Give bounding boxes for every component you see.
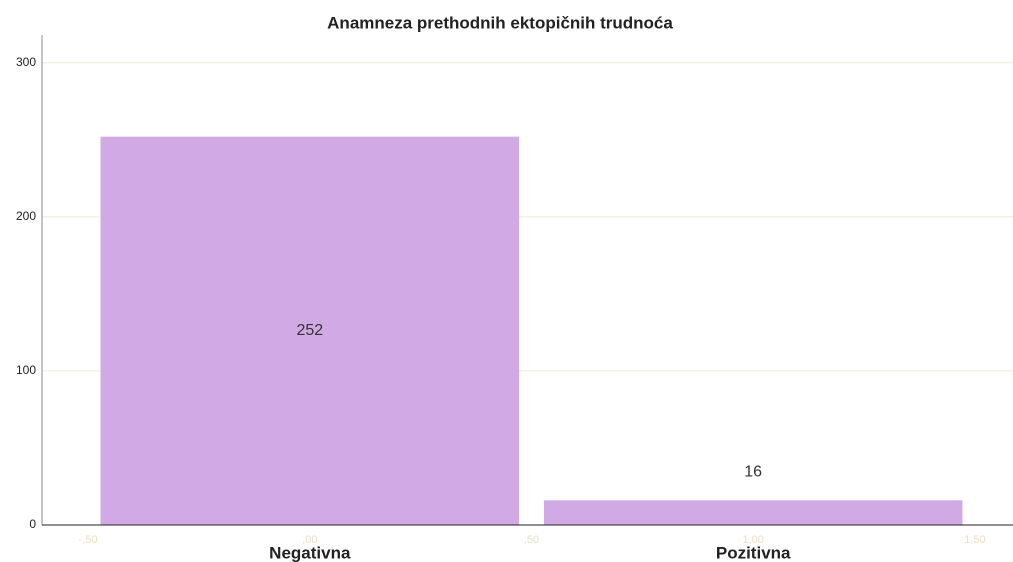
- category-label: Negativna: [269, 543, 351, 562]
- chart-title: Anamneza prethodnih ektopičnih trudnoća: [327, 13, 673, 32]
- y-tick-label: 100: [16, 363, 36, 377]
- value-label: 252: [296, 322, 323, 339]
- y-tick-label: 0: [29, 517, 36, 531]
- bar: [543, 500, 963, 525]
- x-tick-label: ,00: [302, 534, 317, 546]
- category-label: Pozitivna: [716, 543, 791, 562]
- value-label: 16: [744, 464, 762, 481]
- x-tick-label: 1,50: [964, 534, 985, 546]
- x-tick-label: ,50: [524, 534, 539, 546]
- x-tick-label: -,50: [79, 534, 98, 546]
- x-tick-label: 1,00: [742, 534, 763, 546]
- y-tick-label: 300: [16, 55, 36, 69]
- bar: [100, 136, 520, 525]
- y-tick-label: 200: [16, 209, 36, 223]
